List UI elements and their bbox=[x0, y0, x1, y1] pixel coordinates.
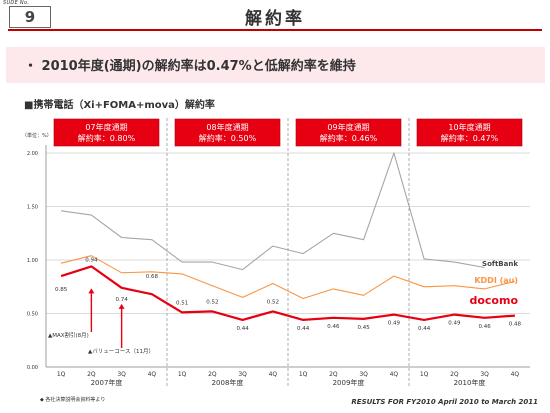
docomo-data-label: 0.94 bbox=[85, 257, 98, 263]
fiscal-banner-rate: 解約率：0.50% bbox=[199, 133, 257, 143]
year-label: 2010年度 bbox=[454, 378, 486, 387]
fiscal-banner bbox=[295, 118, 402, 147]
unit-label: （単位：%） bbox=[22, 132, 52, 139]
fiscal-banner-year: 08年度通期 bbox=[206, 122, 248, 132]
y-tick-label: 2.00 bbox=[27, 151, 38, 157]
quarter-label: 1Q bbox=[299, 371, 308, 378]
fiscal-banner bbox=[53, 118, 160, 147]
quarter-label: 1Q bbox=[57, 371, 66, 378]
fiscal-banner-year: 10年度通期 bbox=[448, 122, 490, 132]
docomo-data-label: 0.49 bbox=[388, 321, 401, 327]
docomo-data-label: 0.44 bbox=[418, 326, 431, 332]
docomo-legend-label: docomo bbox=[469, 294, 518, 307]
docomo-data-label: 0.44 bbox=[237, 326, 250, 332]
docomo-data-label: 0.52 bbox=[206, 299, 218, 305]
quarter-label: 2Q bbox=[87, 371, 96, 378]
quarter-label: 3Q bbox=[117, 371, 126, 378]
quarter-label: 3Q bbox=[359, 371, 368, 378]
y-tick-label: 1.50 bbox=[27, 205, 38, 211]
annotation-arrowhead bbox=[118, 303, 125, 309]
quarter-label: 3Q bbox=[238, 371, 247, 378]
docomo-data-label: 0.85 bbox=[55, 287, 68, 293]
quarter-label: 1Q bbox=[178, 371, 187, 378]
quarter-label: 2Q bbox=[208, 371, 217, 378]
quarter-label: 4Q bbox=[390, 371, 399, 378]
kddi-legend-label: KDDI (au) bbox=[474, 276, 518, 285]
annotation-arrowhead bbox=[88, 288, 95, 294]
slide-number-caption: SUDE No. bbox=[3, 0, 30, 6]
docomo-data-label: 0.49 bbox=[448, 321, 461, 327]
quarter-label: 4Q bbox=[511, 371, 520, 378]
fiscal-banner-rate: 解約率：0.80% bbox=[78, 133, 136, 143]
docomo-series-line bbox=[60, 265, 515, 321]
docomo-data-label: 0.52 bbox=[267, 299, 279, 305]
softbank-series-line bbox=[61, 152, 485, 271]
docomo-data-label: 0.45 bbox=[358, 325, 371, 331]
annotation-label: ▲バリューコース（11月） bbox=[88, 348, 154, 355]
fiscal-banner-rate: 解約率：0.46% bbox=[320, 133, 378, 143]
docomo-data-label: 0.44 bbox=[297, 326, 310, 332]
docomo-data-label: 0.46 bbox=[479, 324, 492, 330]
title-divider bbox=[8, 29, 542, 31]
docomo-data-label: 0.74 bbox=[116, 297, 129, 303]
y-tick-label: 0.00 bbox=[27, 365, 38, 371]
docomo-data-label: 0.51 bbox=[176, 300, 188, 306]
kddi-series-line bbox=[60, 255, 516, 300]
page-title: 解約率 bbox=[245, 9, 305, 29]
quarter-label: 4Q bbox=[269, 371, 278, 378]
fiscal-banner-year: 09年度通期 bbox=[327, 122, 369, 132]
page-number-badge: 9 bbox=[9, 6, 51, 28]
fiscal-banner-rate: 解約率：0.47% bbox=[441, 133, 499, 143]
summary-panel bbox=[6, 47, 545, 83]
quarter-label: 1Q bbox=[420, 371, 429, 378]
fiscal-banner bbox=[416, 118, 523, 147]
footer-brand: RESULTS FOR FY2010 April 2010 to March 2… bbox=[351, 398, 538, 406]
docomo-data-label: 0.46 bbox=[327, 324, 340, 330]
summary-bullet: ・ 2010年度(通期)の解約率は0.47%と低解約率を維持 bbox=[24, 59, 356, 74]
fiscal-banner bbox=[174, 118, 281, 147]
docomo-data-label: 0.48 bbox=[509, 322, 522, 328]
year-label: 2008年度 bbox=[212, 378, 244, 387]
year-label: 2007年度 bbox=[91, 378, 123, 387]
quarter-label: 3Q bbox=[480, 371, 489, 378]
quarter-label: 2Q bbox=[329, 371, 338, 378]
quarter-label: 2Q bbox=[450, 371, 459, 378]
year-label: 2009年度 bbox=[333, 378, 365, 387]
y-tick-label: 1.00 bbox=[27, 258, 38, 264]
softbank-legend-label: SoftBank bbox=[482, 260, 518, 268]
y-tick-label: 0.50 bbox=[27, 312, 38, 318]
chart-heading: ■携帯電話（Xi+FOMA+mova）解約率 bbox=[24, 100, 215, 111]
docomo-data-label: 0.68 bbox=[146, 274, 159, 280]
quarter-label: 4Q bbox=[148, 371, 157, 378]
fiscal-banner-year: 07年度通期 bbox=[85, 122, 127, 132]
annotation-label: ▲MAX割引(8月) bbox=[48, 331, 89, 339]
source-note: ◆ 各社決算説明会資料等より bbox=[40, 397, 106, 403]
